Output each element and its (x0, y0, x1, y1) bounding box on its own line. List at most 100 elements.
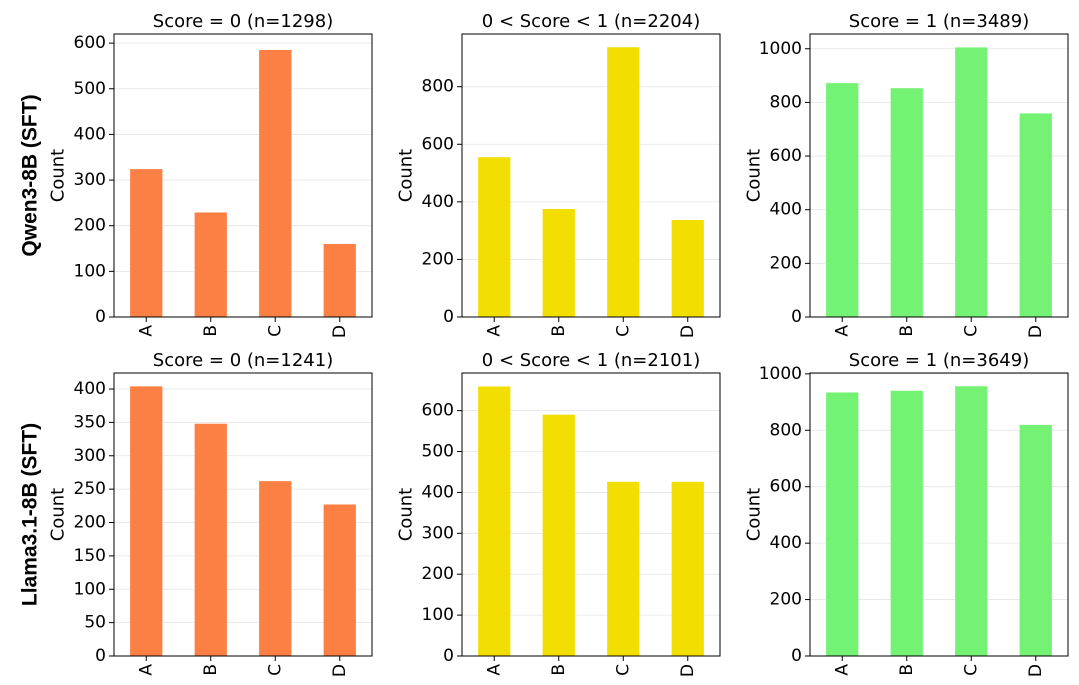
panel-title: 0 < Score < 1 (n=2204) (482, 11, 700, 32)
bar-B (890, 390, 923, 656)
y-tick-label: 1000 (759, 364, 802, 384)
y-tick-label: 200 (770, 590, 802, 610)
bar-C (259, 49, 292, 318)
y-tick-label: 50 (84, 613, 106, 633)
chart-panel-2: 0 200 400 600 800 A B C D 0 < Score < 1 (n=2204) C… (396, 11, 721, 338)
y-tick-label: 800 (770, 92, 802, 112)
x-tick-label-D: D (330, 325, 350, 338)
y-tick-label: 250 (74, 479, 106, 499)
y-tick-label: 200 (74, 513, 106, 533)
y-tick-label: 100 (422, 605, 454, 625)
plot-frame (113, 33, 373, 318)
x-tick-label-B: B (201, 325, 221, 337)
y-tick-label: 400 (770, 200, 802, 220)
x-tick-label-B: B (549, 664, 569, 676)
bar-C (955, 47, 988, 317)
y-tick-label: 1000 (759, 39, 802, 59)
x-tick-label-A: A (484, 325, 504, 337)
y-tick-label: 800 (422, 77, 454, 97)
x-tick-label-D: D (330, 664, 350, 677)
y-tick-label: 400 (770, 533, 802, 553)
y-tick-label: 400 (422, 482, 454, 502)
x-tick-label-A: A (484, 664, 504, 676)
bar-D (1019, 424, 1052, 656)
y-axis-label: Count (744, 149, 765, 202)
bar-B (194, 212, 227, 317)
y-tick-label: 300 (422, 523, 454, 543)
x-tick-label-A: A (832, 664, 852, 676)
y-tick-label: 0 (443, 307, 454, 327)
panel-title: 0 < Score < 1 (n=2101) (482, 350, 700, 371)
chart-panel-1: 0 100 200 300 400 500 600 A B C D Score = 0 (n=1298… (48, 11, 373, 338)
bar-C (607, 47, 640, 317)
panel-title: Score = 1 (n=3649) (849, 350, 1029, 371)
x-tick-label-B: B (897, 664, 917, 676)
bar-C (259, 481, 292, 656)
x-tick-label-A: A (136, 664, 156, 676)
x-tick-label-D: D (1026, 664, 1046, 677)
x-tick-label-C: C (961, 664, 981, 676)
bar-A (478, 157, 511, 317)
x-tick-label-C: C (613, 664, 633, 676)
panel-title: Score = 1 (n=3489) (849, 11, 1029, 32)
y-tick-label: 0 (791, 646, 802, 666)
bar-D (323, 243, 356, 317)
y-tick-label: 200 (74, 216, 106, 236)
bar-D (671, 481, 704, 656)
bar-A (826, 83, 859, 317)
chart-panel-5: 0 100 200 300 400 500 600 A B C D 0 < Score < 1 (n=… (396, 350, 721, 677)
panel-title: Score = 0 (n=1241) (153, 350, 333, 371)
row-labels: Qwen3-8B (SFT) Llama3.1-8B (SFT) (19, 94, 42, 606)
y-tick-label: 400 (74, 379, 106, 399)
chart-panel-3: 0 200 400 600 800 1000 A B C D Score = 1 (n=3489) C… (744, 11, 1069, 338)
x-tick-label-C: C (961, 325, 981, 337)
x-tick-label-B: B (201, 664, 221, 676)
plot-frame (461, 372, 721, 657)
bar-C (607, 481, 640, 656)
y-tick-label: 600 (770, 146, 802, 166)
x-tick-label-D: D (1026, 325, 1046, 338)
y-tick-label: 200 (770, 253, 802, 273)
panel-title: Score = 0 (n=1298) (153, 11, 333, 32)
x-tick-label-C: C (265, 664, 285, 676)
bar-B (542, 209, 575, 317)
y-tick-label: 0 (95, 646, 106, 666)
bar-D (671, 219, 704, 317)
x-tick-label-A: A (136, 325, 156, 337)
y-tick-label: 200 (422, 249, 454, 269)
y-tick-label: 0 (443, 646, 454, 666)
y-tick-label: 500 (422, 442, 454, 462)
bar-A (130, 169, 163, 317)
y-tick-label: 400 (422, 192, 454, 212)
y-tick-label: 300 (74, 170, 106, 190)
plot-frame (461, 33, 721, 318)
x-tick-label-B: B (897, 325, 917, 337)
x-tick-label-C: C (265, 325, 285, 337)
x-tick-label-C: C (613, 325, 633, 337)
y-tick-label: 100 (74, 579, 106, 599)
y-axis-label: Count (744, 488, 765, 541)
y-tick-label: 600 (770, 477, 802, 497)
y-tick-label: 350 (74, 412, 106, 432)
plot-frame (809, 372, 1069, 657)
bar-B (542, 414, 575, 656)
plot-frame (113, 372, 373, 657)
x-tick-label-A: A (832, 325, 852, 337)
y-tick-label: 600 (422, 401, 454, 421)
y-tick-label: 500 (74, 79, 106, 99)
y-tick-label: 800 (770, 420, 802, 440)
bar-D (323, 504, 356, 656)
bar-B (890, 88, 923, 317)
y-tick-label: 400 (74, 124, 106, 144)
y-axis-label: Count (48, 488, 69, 541)
bar-B (194, 423, 227, 656)
y-tick-label: 600 (74, 33, 106, 53)
row-label-2: Llama3.1-8B (SFT) (19, 423, 42, 606)
x-tick-label-B: B (549, 325, 569, 337)
y-tick-label: 300 (74, 446, 106, 466)
x-tick-label-D: D (678, 325, 698, 338)
row-label-1: Qwen3-8B (SFT) (19, 94, 42, 256)
y-axis-label: Count (48, 149, 69, 202)
